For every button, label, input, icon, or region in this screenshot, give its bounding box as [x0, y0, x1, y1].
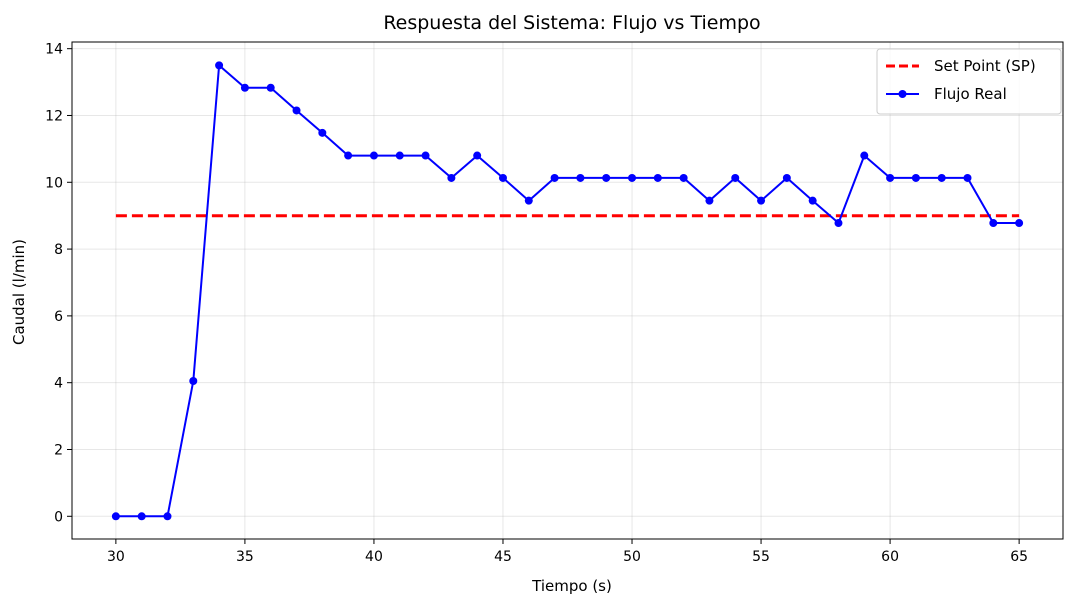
y-axis-title: Caudal (l/min) — [10, 239, 28, 345]
data-point — [757, 196, 766, 205]
data-point — [395, 151, 404, 160]
y-tick-label: 0 — [54, 509, 63, 525]
data-point — [137, 512, 146, 521]
data-point — [937, 173, 946, 182]
data-point — [292, 106, 301, 115]
y-tick-label: 14 — [45, 42, 63, 58]
data-point — [369, 151, 378, 160]
y-tick-label: 8 — [54, 242, 63, 258]
data-point — [447, 173, 456, 182]
data-point — [550, 173, 559, 182]
y-tick-label: 2 — [54, 442, 63, 458]
chart-title: Respuesta del Sistema: Flujo vs Tiempo — [383, 12, 760, 34]
legend-label-flujo-real: Flujo Real — [934, 85, 1007, 103]
legend-marker-flujo-real — [898, 90, 907, 98]
data-point — [602, 173, 611, 182]
data-point — [215, 61, 224, 70]
x-tick-label: 65 — [1010, 549, 1028, 565]
data-point — [498, 173, 507, 182]
legend-label-set-point: Set Point (SP) — [934, 57, 1036, 75]
x-axis: 30 35 40 45 50 55 60 65 — [107, 539, 1028, 565]
data-point — [576, 173, 585, 182]
data-point — [679, 173, 688, 182]
data-point — [524, 196, 533, 205]
data-point — [731, 173, 740, 182]
x-tick-label: 50 — [623, 549, 641, 565]
data-point — [911, 173, 920, 182]
data-point — [240, 83, 249, 92]
data-point — [266, 83, 275, 92]
data-point — [473, 151, 482, 160]
data-point — [111, 512, 120, 521]
data-point — [782, 173, 791, 182]
grid-lines — [72, 42, 1063, 539]
y-tick-label: 4 — [54, 376, 63, 392]
series-line-flujo-real — [115, 64, 1020, 518]
data-point — [421, 151, 430, 160]
data-point — [163, 512, 172, 521]
y-tick-label: 10 — [45, 175, 63, 191]
data-point — [705, 196, 714, 205]
x-axis-title: Tiempo (s) — [531, 577, 612, 595]
data-point — [834, 219, 843, 228]
series-layer — [111, 61, 1024, 521]
data-point — [886, 173, 895, 182]
x-tick-label: 45 — [494, 549, 512, 565]
data-point — [189, 377, 198, 386]
legend-box — [876, 48, 1062, 115]
data-point — [963, 173, 972, 182]
y-tick-label: 6 — [54, 309, 63, 325]
x-tick-label: 55 — [752, 549, 770, 565]
plot-area-frame — [71, 41, 1064, 540]
data-point — [653, 173, 662, 182]
data-point — [989, 219, 998, 228]
y-axis: 0 2 4 6 8 10 12 14 — [45, 42, 72, 525]
data-point — [344, 151, 353, 160]
x-tick-label: 60 — [881, 549, 899, 565]
x-tick-label: 35 — [236, 549, 254, 565]
data-point — [1015, 219, 1024, 228]
data-point — [860, 151, 869, 160]
legend: Set Point (SP) Flujo Real — [876, 48, 1062, 115]
data-point — [628, 173, 637, 182]
data-point — [808, 196, 817, 205]
x-tick-label: 40 — [365, 549, 383, 565]
data-point — [318, 128, 327, 137]
y-tick-label: 12 — [45, 108, 63, 124]
x-tick-label: 30 — [107, 549, 125, 565]
